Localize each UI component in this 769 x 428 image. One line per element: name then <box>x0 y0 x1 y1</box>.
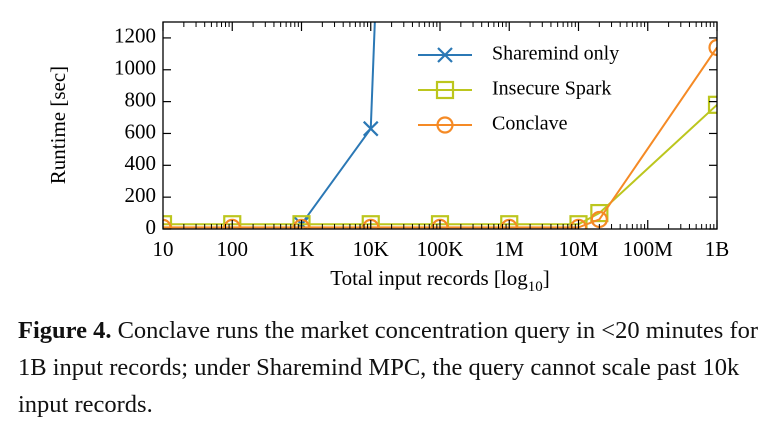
marker-square <box>361 215 380 229</box>
x-tick-label: 1M <box>495 237 525 261</box>
marker-x <box>437 47 453 63</box>
marker-circle <box>569 218 588 229</box>
marker-square <box>292 215 311 229</box>
y-tick-label: 1200 <box>114 24 156 48</box>
legend-label: Sharemind only <box>492 43 619 65</box>
x-tick-label: 10 <box>153 237 174 261</box>
marker-square <box>430 215 450 229</box>
x-tick-label: 100K <box>417 237 464 261</box>
caption-text: Conclave runs the market concentration q… <box>18 317 759 418</box>
x-axis-label-sub: 10 <box>528 279 543 295</box>
y-tick-label: 200 <box>125 183 157 207</box>
marker-square <box>707 95 717 114</box>
x-tick-label: 10K <box>353 237 389 261</box>
marker-square <box>223 215 242 229</box>
legend-label: Insecure Spark <box>492 78 611 100</box>
chart: Runtime [sec] Total input records [log10… <box>46 21 730 295</box>
plot-area <box>163 22 717 229</box>
y-tick-label: 400 <box>125 151 157 175</box>
y-tick-label: 800 <box>125 87 157 111</box>
marker-circle <box>708 38 717 57</box>
marker-square <box>590 203 609 223</box>
y-axis-label: Runtime [sec] <box>46 66 70 184</box>
x-tick-label: 10M <box>559 237 599 261</box>
marker-circle <box>223 218 241 229</box>
x-tick-label: 100M <box>623 237 674 261</box>
series-line <box>163 46 717 229</box>
legend-label: Conclave <box>492 113 568 135</box>
y-tick-label: 1000 <box>114 56 156 80</box>
x-axis-label-end: ] <box>543 266 550 290</box>
marker-square <box>500 215 519 229</box>
marker-square <box>163 215 173 229</box>
x-tick-label: 1B <box>705 237 730 261</box>
x-axis-label-text: Total input records [log <box>330 266 528 290</box>
marker-square <box>435 80 455 100</box>
series-line <box>163 104 717 226</box>
figure-caption: Figure 4. Conclave runs the market conce… <box>18 312 766 423</box>
y-tick-label: 0 <box>146 215 157 239</box>
marker-circle <box>500 218 518 229</box>
marker-circle <box>292 218 311 229</box>
series-line <box>300 22 376 225</box>
marker-circle <box>436 116 454 134</box>
x-tick-label: 1K <box>289 237 315 261</box>
marker-x <box>362 120 379 137</box>
x-tick-label: 100 <box>217 237 249 261</box>
marker-circle <box>362 218 380 229</box>
marker-circle <box>431 218 449 229</box>
caption-label: Figure 4. <box>18 317 112 344</box>
y-tick-label: 600 <box>125 119 157 143</box>
marker-circle <box>163 218 172 229</box>
x-axis-label: Total input records [log10] <box>330 266 549 295</box>
